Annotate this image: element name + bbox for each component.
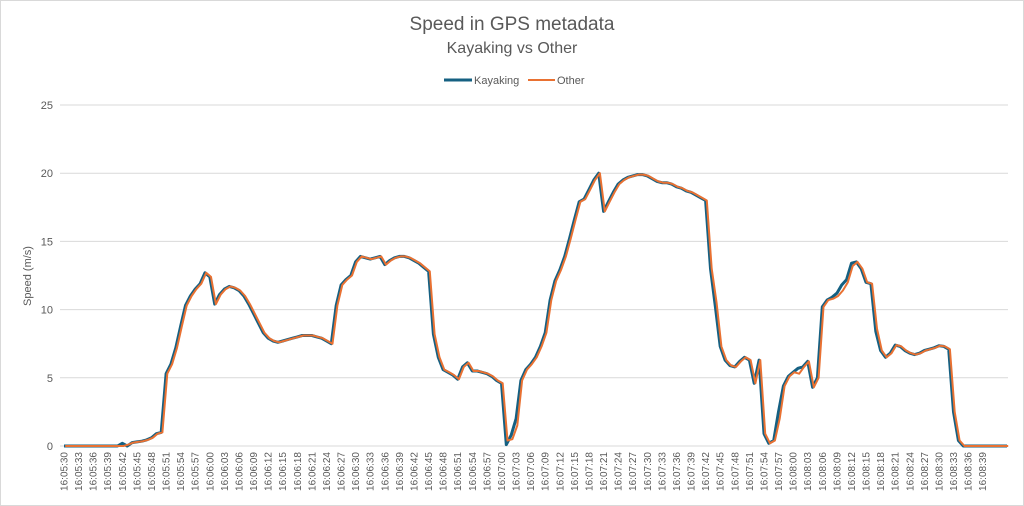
x-tick-label: 16:08:30 [934, 452, 945, 491]
x-tick-label: 16:07:27 [628, 452, 639, 491]
x-axis-ticks: 16:05:30 16:05:33 16:05:36 16:05:39 16:05:42… [60, 452, 990, 491]
x-tick-label: 16:08:39 [978, 452, 989, 491]
x-tick-label: 16:06:33 [366, 452, 377, 491]
y-axis-ticks: 0 5 10 15 20 25 [41, 100, 53, 453]
y-tick-label: 25 [41, 100, 53, 112]
x-tick-label: 16:05:57 [191, 452, 202, 491]
y-axis-label: Speed (m/s) [22, 246, 34, 306]
x-tick-label: 16:06:12 [264, 452, 275, 491]
x-tick-label: 16:06:48 [439, 452, 450, 491]
x-tick-label: 16:06:09 [249, 452, 260, 491]
x-tick-label: 16:08:15 [862, 452, 873, 491]
x-tick-label: 16:05:36 [89, 452, 100, 491]
x-tick-label: 16:07:54 [759, 452, 770, 491]
x-tick-label: 16:08:06 [818, 452, 829, 491]
x-tick-label: 16:06:15 [278, 452, 289, 491]
x-tick-label: 16:05:51 [162, 452, 173, 491]
legend: Kayaking Other [444, 75, 585, 87]
x-tick-label: 16:07:33 [657, 452, 668, 491]
x-tick-label: 16:06:42 [409, 452, 420, 491]
x-tick-label: 16:06:30 [351, 452, 362, 491]
x-tick-label: 16:05:33 [74, 452, 85, 491]
x-tick-label: 16:08:12 [847, 452, 858, 491]
x-tick-label: 16:07:36 [672, 452, 683, 491]
legend-label-other: Other [557, 75, 585, 87]
x-tick-label: 16:06:51 [453, 452, 464, 491]
x-tick-label: 16:07:24 [614, 452, 625, 491]
x-tick-label: 16:05:54 [176, 452, 187, 491]
x-tick-label: 16:06:27 [337, 452, 348, 491]
x-tick-label: 16:08:18 [876, 452, 887, 491]
x-tick-label: 16:06:57 [482, 452, 493, 491]
x-tick-label: 16:08:21 [891, 452, 902, 491]
x-tick-label: 16:08:27 [920, 452, 931, 491]
x-tick-label: 16:06:18 [293, 452, 304, 491]
x-tick-label: 16:07:06 [526, 452, 537, 491]
x-tick-label: 16:07:09 [541, 452, 552, 491]
chart-title: Speed in GPS metadata [410, 14, 615, 35]
x-tick-label: 16:07:21 [599, 452, 610, 491]
y-tick-label: 15 [41, 236, 53, 248]
x-tick-label: 16:06:24 [322, 452, 333, 491]
x-tick-label: 16:08:24 [905, 452, 916, 491]
x-tick-label: 16:08:09 [832, 452, 843, 491]
x-tick-label: 16:06:36 [380, 452, 391, 491]
x-tick-label: 16:06:03 [220, 452, 231, 491]
x-tick-label: 16:06:45 [424, 452, 435, 491]
x-tick-label: 16:05:48 [147, 452, 158, 491]
x-tick-label: 16:07:39 [687, 452, 698, 491]
gridlines [60, 104, 1008, 447]
x-tick-label: 16:05:42 [118, 452, 129, 491]
x-tick-label: 16:07:48 [730, 452, 741, 491]
x-tick-label: 16:06:39 [395, 452, 406, 491]
x-tick-label: 16:07:18 [584, 452, 595, 491]
x-tick-label: 16:07:15 [570, 452, 581, 491]
x-tick-label: 16:07:42 [701, 452, 712, 491]
x-tick-label: 16:07:30 [643, 452, 654, 491]
x-tick-label: 16:07:57 [774, 452, 785, 491]
x-tick-label: 16:06:54 [468, 452, 479, 491]
series-lines [64, 171, 1009, 448]
series-line-other [65, 172, 1009, 447]
x-tick-label: 16:06:06 [234, 452, 245, 491]
y-tick-label: 5 [47, 373, 53, 385]
x-tick-label: 16:07:00 [497, 452, 508, 491]
x-tick-label: 16:07:45 [716, 452, 727, 491]
x-tick-label: 16:07:51 [745, 452, 756, 491]
x-tick-label: 16:05:39 [103, 452, 114, 491]
x-tick-label: 16:07:12 [555, 452, 566, 491]
chart-subtitle: Kayaking vs Other [447, 40, 578, 57]
x-tick-label: 16:08:33 [949, 452, 960, 491]
x-tick-label: 16:08:36 [964, 452, 975, 491]
y-tick-label: 0 [47, 441, 53, 453]
x-tick-label: 16:06:00 [205, 452, 216, 491]
y-tick-label: 10 [41, 305, 53, 317]
x-tick-label: 16:05:30 [60, 452, 71, 491]
x-tick-label: 16:08:03 [803, 452, 814, 491]
legend-label-kayaking: Kayaking [474, 75, 519, 87]
x-tick-label: 16:08:00 [789, 452, 800, 491]
x-tick-label: 16:06:21 [307, 452, 318, 491]
y-tick-label: 20 [41, 168, 53, 180]
x-tick-label: 16:05:45 [132, 452, 143, 491]
x-tick-label: 16:07:03 [512, 452, 523, 491]
